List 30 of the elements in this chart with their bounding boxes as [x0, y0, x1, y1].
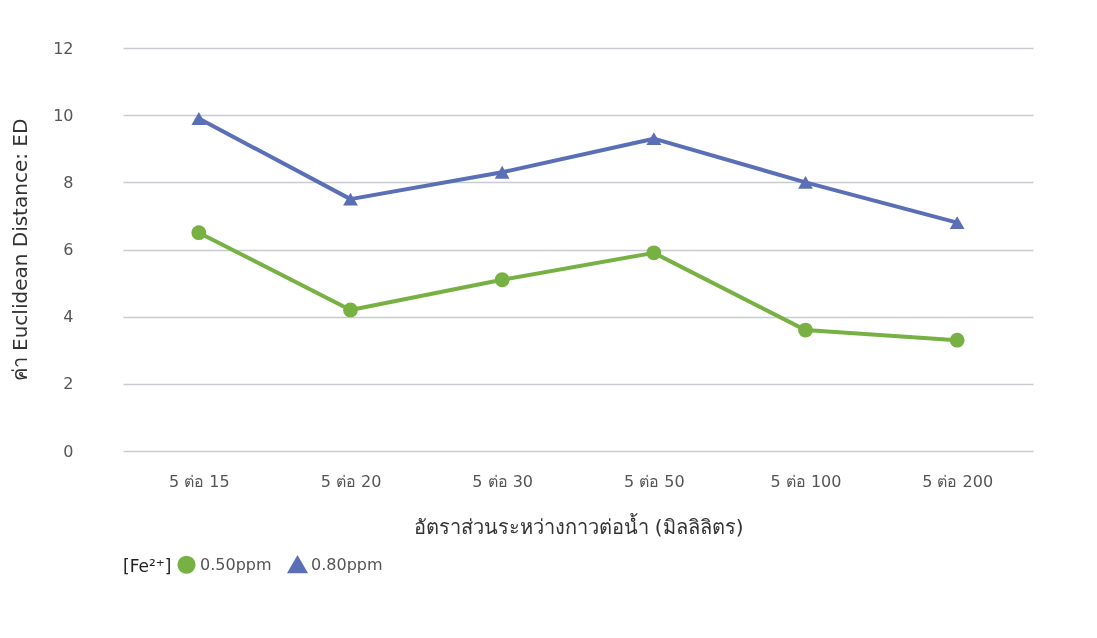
- y-tick-label: 0: [63, 441, 74, 461]
- x-axis-title: อัตราส่วนระหว่างกาวต่อน้ำ (มิลลิลิตร): [413, 512, 744, 539]
- legend-label: 0.50ppm: [200, 554, 272, 574]
- point: [494, 272, 510, 288]
- x-tick-label: 5 ต่อ 100: [770, 471, 842, 491]
- point: [798, 175, 813, 189]
- point: [949, 332, 965, 348]
- x-tick-label: 5 ต่อ 200: [922, 471, 994, 491]
- y-axis-title: ค่า Euclidean Distance: ED: [8, 118, 33, 382]
- point: [343, 302, 358, 318]
- legend-label: 0.80ppm: [311, 555, 383, 575]
- point: [191, 112, 207, 125]
- y-tick-label: 10: [53, 105, 74, 125]
- y-tick-label: 8: [63, 172, 74, 192]
- y-tick-label: 12: [53, 38, 74, 58]
- point: [343, 192, 358, 206]
- point: [646, 132, 662, 146]
- x-tick-label: 5 ต่อ 50: [623, 471, 685, 491]
- x-tick-label: 5 ต่อ 15: [168, 471, 230, 491]
- x-tick-label: 5 ต่อ 30: [472, 471, 534, 491]
- y-tick-label: 2: [63, 374, 74, 394]
- legend-title: [Fe²⁺]: [123, 556, 172, 576]
- x-tick-label: 5 ต่อ 20: [320, 471, 382, 491]
- point: [494, 165, 510, 179]
- point: [798, 322, 813, 338]
- point: [191, 225, 207, 241]
- y-tick-label: 4: [63, 307, 74, 327]
- y-tick-label: 6: [63, 240, 74, 259]
- point: [646, 245, 662, 261]
- point: [949, 216, 965, 230]
